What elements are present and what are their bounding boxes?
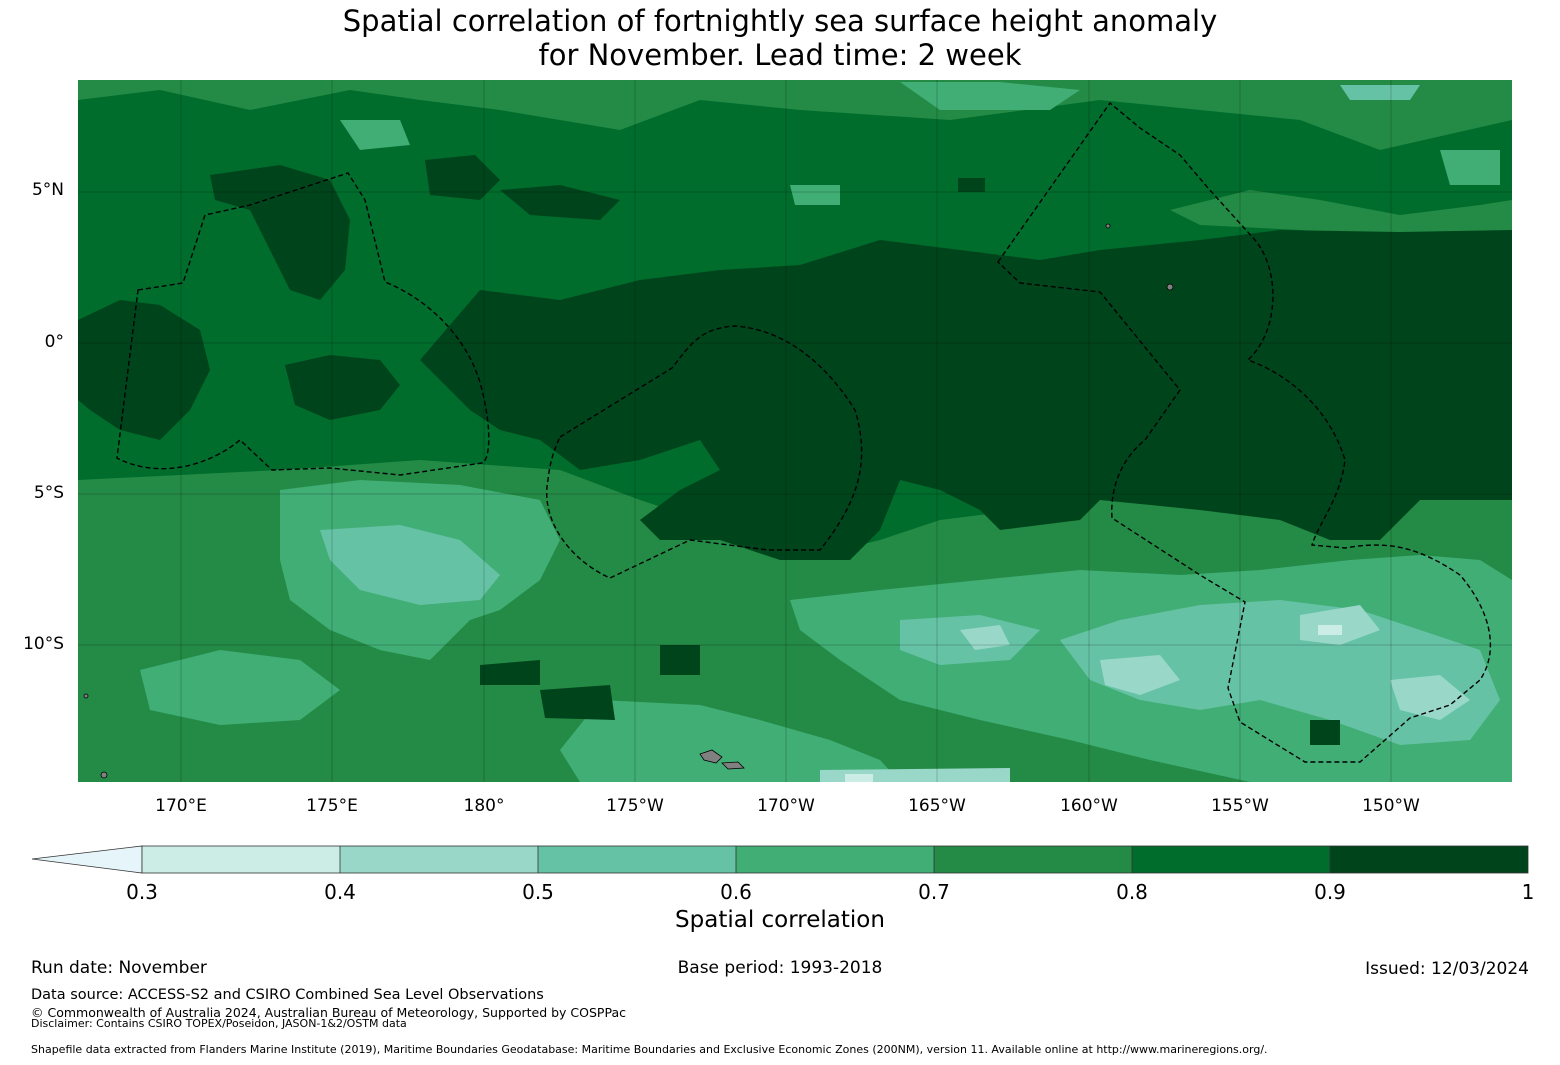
islands <box>83 223 1174 779</box>
lat-label-5s: 5°S <box>33 483 64 503</box>
island-samoa-upolu <box>699 749 723 764</box>
colorbar-tick-0.7: 0.7 <box>918 880 950 904</box>
colorbar-tick-0.4: 0.4 <box>324 880 356 904</box>
disclaimer: Disclaimer: Contains CSIRO TOPEX/Poseido… <box>31 1017 407 1030</box>
lat-label-5n: 5°N <box>31 180 64 200</box>
correlation-map[interactable] <box>78 80 1512 782</box>
island-small <box>1166 283 1174 291</box>
lon-label-175w: 175°W <box>606 796 664 816</box>
colorbar-tick-1: 1 <box>1521 880 1535 904</box>
colorbar-tick-0.6: 0.6 <box>720 880 752 904</box>
copyright: © Commonwealth of Australia 2024, Austra… <box>31 1005 626 1020</box>
lon-label-175e: 175°E <box>306 796 358 816</box>
colorbar-tick-0.8: 0.8 <box>1116 880 1148 904</box>
graticule <box>78 80 1512 782</box>
lon-label-155w: 155°W <box>1211 796 1269 816</box>
lon-label-180: 180° <box>463 796 505 816</box>
eez-boundaries <box>116 101 1492 763</box>
shapefile-credit: Shapefile data extracted from Flanders M… <box>31 1043 1268 1056</box>
chart-title-line-1: Spatial correlation of fortnightly sea s… <box>342 4 1218 38</box>
base-period: Base period: 1993-2018 <box>677 958 883 978</box>
colorbar-segment-0.9 <box>1330 846 1528 873</box>
colorbar-tick-0.5: 0.5 <box>522 880 554 904</box>
colorbar-label: Spatial correlation <box>675 907 885 933</box>
eez-boundary-line-islands <box>997 101 1492 763</box>
island-small <box>1105 223 1111 229</box>
colorbar-tick-0.3: 0.3 <box>126 880 158 904</box>
lon-label-165w: 165°W <box>908 796 966 816</box>
lat-label-0: 0° <box>44 332 64 352</box>
colorbar-segment-0.5 <box>538 846 736 873</box>
run-date: Run date: November <box>31 958 207 978</box>
colorbar <box>31 845 1529 874</box>
contour-0.3-0.4 <box>845 625 1342 782</box>
colorbar-extend-arrow <box>31 845 143 874</box>
contour-0.9-1 <box>78 155 1512 745</box>
island-small <box>100 771 108 779</box>
eez-boundary-phoenix <box>546 325 863 579</box>
colorbar-segment-0.6 <box>736 846 934 873</box>
lon-label-160w: 160°W <box>1060 796 1118 816</box>
lat-label-10s: 10°S <box>23 634 64 654</box>
colorbar-segment-0.7 <box>934 846 1132 873</box>
contour-0.5-0.6 <box>320 85 1500 745</box>
colorbar-segment-0.4 <box>340 846 538 873</box>
issued-date: Issued: 12/03/2024 <box>1365 959 1529 979</box>
colorbar-segment-0.3 <box>142 846 340 873</box>
lon-label-170w: 170°W <box>757 796 815 816</box>
island-samoa-savaii <box>721 761 745 770</box>
colorbar-tick-0.9: 0.9 <box>1314 880 1346 904</box>
island-small <box>83 693 89 699</box>
eez-boundary-kiribati-gilberts <box>116 172 490 476</box>
chart-title-line-2: for November. Lead time: 2 week <box>538 38 1022 72</box>
data-source: Data source: ACCESS-S2 and CSIRO Combine… <box>31 987 544 1003</box>
lon-label-150w: 150°W <box>1362 796 1420 816</box>
lon-label-170e: 170°E <box>155 796 207 816</box>
colorbar-segment-0.8 <box>1132 846 1330 873</box>
